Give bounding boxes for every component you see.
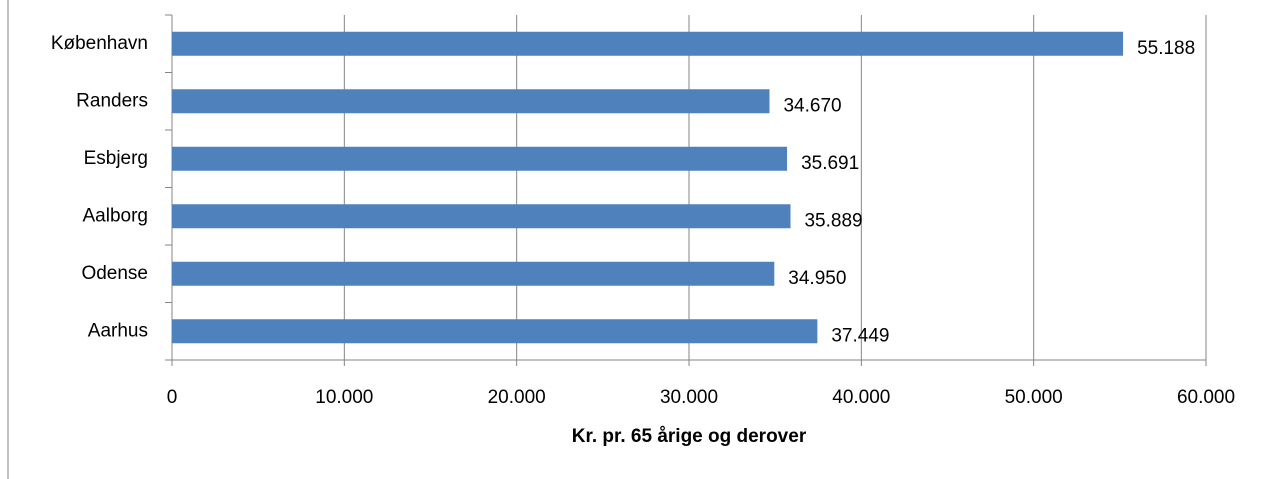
value-label: 37.449 [831,325,889,346]
y-tick-label: Odense [81,263,148,284]
bar [172,89,770,114]
y-tick-label: Esbjerg [84,148,148,169]
y-tick-label: København [51,33,148,54]
value-label: 34.950 [788,268,846,289]
value-label: 35.691 [801,153,859,174]
value-label: 35.889 [804,210,862,231]
bar [172,204,791,229]
y-tick-label: Aalborg [83,205,149,226]
value-label: 34.670 [783,95,841,116]
x-tick-label: 60.000 [1177,387,1235,408]
x-tick-label: 20.000 [488,387,546,408]
y-tick-label: Randers [76,90,148,111]
x-tick-label: 50.000 [1005,387,1063,408]
x-axis-title: Kr. pr. 65 årige og derover [572,426,807,447]
y-tick-label: Aarhus [88,320,148,341]
x-tick-label: 0 [167,387,178,408]
x-tick-label: 40.000 [832,387,890,408]
bar [172,31,1124,56]
bar [172,261,775,286]
value-label: 55.188 [1137,38,1195,59]
x-tick-label: 10.000 [315,387,373,408]
x-tick-label: 30.000 [660,387,718,408]
bar [172,146,788,171]
bar [172,319,818,344]
